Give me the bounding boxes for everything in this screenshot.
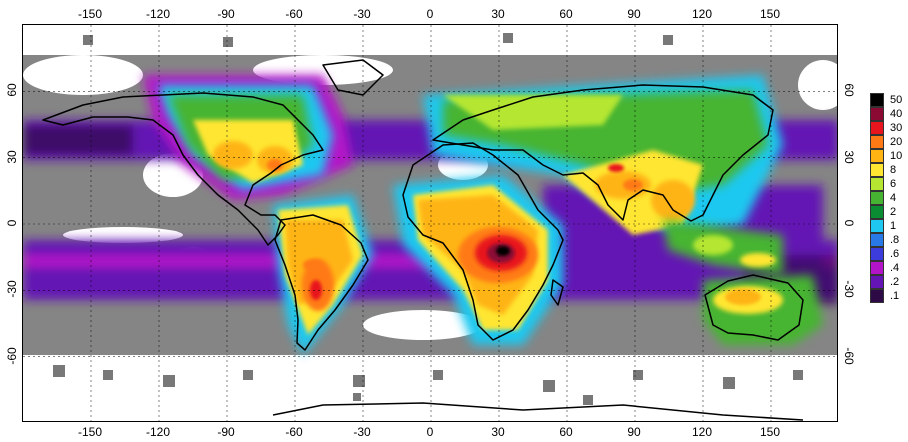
legend-label: 8 xyxy=(890,164,897,176)
longitude-tick-label: -120 xyxy=(145,425,171,439)
legend-swatch xyxy=(870,163,884,177)
legend-label: 6 xyxy=(890,178,897,190)
legend-label: .8 xyxy=(890,234,900,246)
legend-label: 50 xyxy=(890,94,903,106)
latitude-tick-label: 60 xyxy=(5,83,19,98)
longitude-tick-label: 150 xyxy=(759,7,781,21)
legend-item: 2 xyxy=(870,205,908,219)
legend-swatch xyxy=(870,191,884,205)
longitude-tick-label: 30 xyxy=(491,7,505,21)
density-eurasia xyxy=(423,75,783,235)
longitude-tick-label: 90 xyxy=(627,7,641,21)
legend-swatch xyxy=(870,261,884,275)
latitude-tick-label: 60 xyxy=(842,83,856,98)
latitude-tick-label: -30 xyxy=(842,280,856,298)
longitude-tick-label: 120 xyxy=(691,7,713,21)
legend-item: 1 xyxy=(870,219,908,233)
legend-item: 30 xyxy=(870,121,908,135)
latitude-tick-label: 30 xyxy=(842,149,856,164)
legend-swatch xyxy=(870,107,884,121)
longitude-tick-label: -120 xyxy=(145,7,171,21)
legend-item: 40 xyxy=(870,107,908,121)
longitude-tick-label: 60 xyxy=(559,7,573,21)
longitude-tick-label: -90 xyxy=(217,425,235,439)
legend-swatch xyxy=(870,275,884,289)
longitude-tick-label: -60 xyxy=(285,425,303,439)
density-north-america xyxy=(143,75,353,200)
legend-swatch xyxy=(870,247,884,261)
legend-swatch xyxy=(870,93,884,107)
longitude-tick-label: 120 xyxy=(691,425,713,439)
latitude-tick-label: 0 xyxy=(842,219,856,227)
legend-label: 4 xyxy=(890,192,897,204)
legend-item: 4 xyxy=(870,191,908,205)
longitude-tick-label: -30 xyxy=(353,7,371,21)
latitude-tick-label: -30 xyxy=(5,280,19,298)
longitude-tick-label: 30 xyxy=(491,425,505,439)
legend-label: 1 xyxy=(890,220,897,232)
legend-item: .2 xyxy=(870,275,908,289)
legend-label: .1 xyxy=(890,290,900,302)
legend-item: 20 xyxy=(870,135,908,149)
legend-label: .2 xyxy=(890,276,900,288)
coastlines xyxy=(42,59,804,421)
longitude-tick-label: 90 xyxy=(627,425,641,439)
longitude-tick-label: -90 xyxy=(217,7,235,21)
legend-swatch xyxy=(870,177,884,191)
latitude-tick-label: 0 xyxy=(5,219,19,227)
legend-swatch xyxy=(870,135,884,149)
graticule xyxy=(23,25,837,421)
legend-swatch xyxy=(870,205,884,219)
legend-item: .8 xyxy=(870,233,908,247)
legend-item: 6 xyxy=(870,177,908,191)
density-australia xyxy=(703,275,823,345)
legend-item: 8 xyxy=(870,163,908,177)
color-legend: 50 40 30 20 10 8 6 4 2 1 .8 .6 .4 .2 .1 xyxy=(870,93,908,303)
latitude-tick-label: -60 xyxy=(5,346,19,365)
legend-swatch xyxy=(870,289,884,303)
legend-label: 40 xyxy=(890,108,903,120)
legend-label: 10 xyxy=(890,150,903,162)
longitude-tick-label: -30 xyxy=(353,425,371,439)
legend-label: 2 xyxy=(890,206,897,218)
legend-item: .4 xyxy=(870,261,908,275)
legend-label: .6 xyxy=(890,248,900,260)
lightning-flash-density-map xyxy=(22,24,838,422)
legend-swatch xyxy=(870,219,884,233)
longitude-tick-label: -60 xyxy=(285,7,303,21)
legend-swatch xyxy=(870,149,884,163)
latitude-tick-label: -60 xyxy=(842,346,856,365)
legend-item: 50 xyxy=(870,93,908,107)
longitude-tick-label: 0 xyxy=(426,7,434,21)
legend-label: .4 xyxy=(890,262,900,274)
latitude-tick-label: 30 xyxy=(5,149,19,164)
longitude-tick-label: -150 xyxy=(77,425,103,439)
legend-swatch xyxy=(870,121,884,135)
longitude-tick-label: 60 xyxy=(559,425,573,439)
longitude-tick-label: -150 xyxy=(77,7,103,21)
longitude-tick-label: 150 xyxy=(759,425,781,439)
legend-swatch xyxy=(870,233,884,247)
longitude-tick-label: 0 xyxy=(426,425,434,439)
density-africa xyxy=(393,175,563,345)
legend-item: .6 xyxy=(870,247,908,261)
legend-item: .1 xyxy=(870,289,908,303)
legend-label: 20 xyxy=(890,136,903,148)
legend-label: 30 xyxy=(890,122,903,134)
legend-item: 10 xyxy=(870,149,908,163)
map-canvas xyxy=(23,25,837,421)
